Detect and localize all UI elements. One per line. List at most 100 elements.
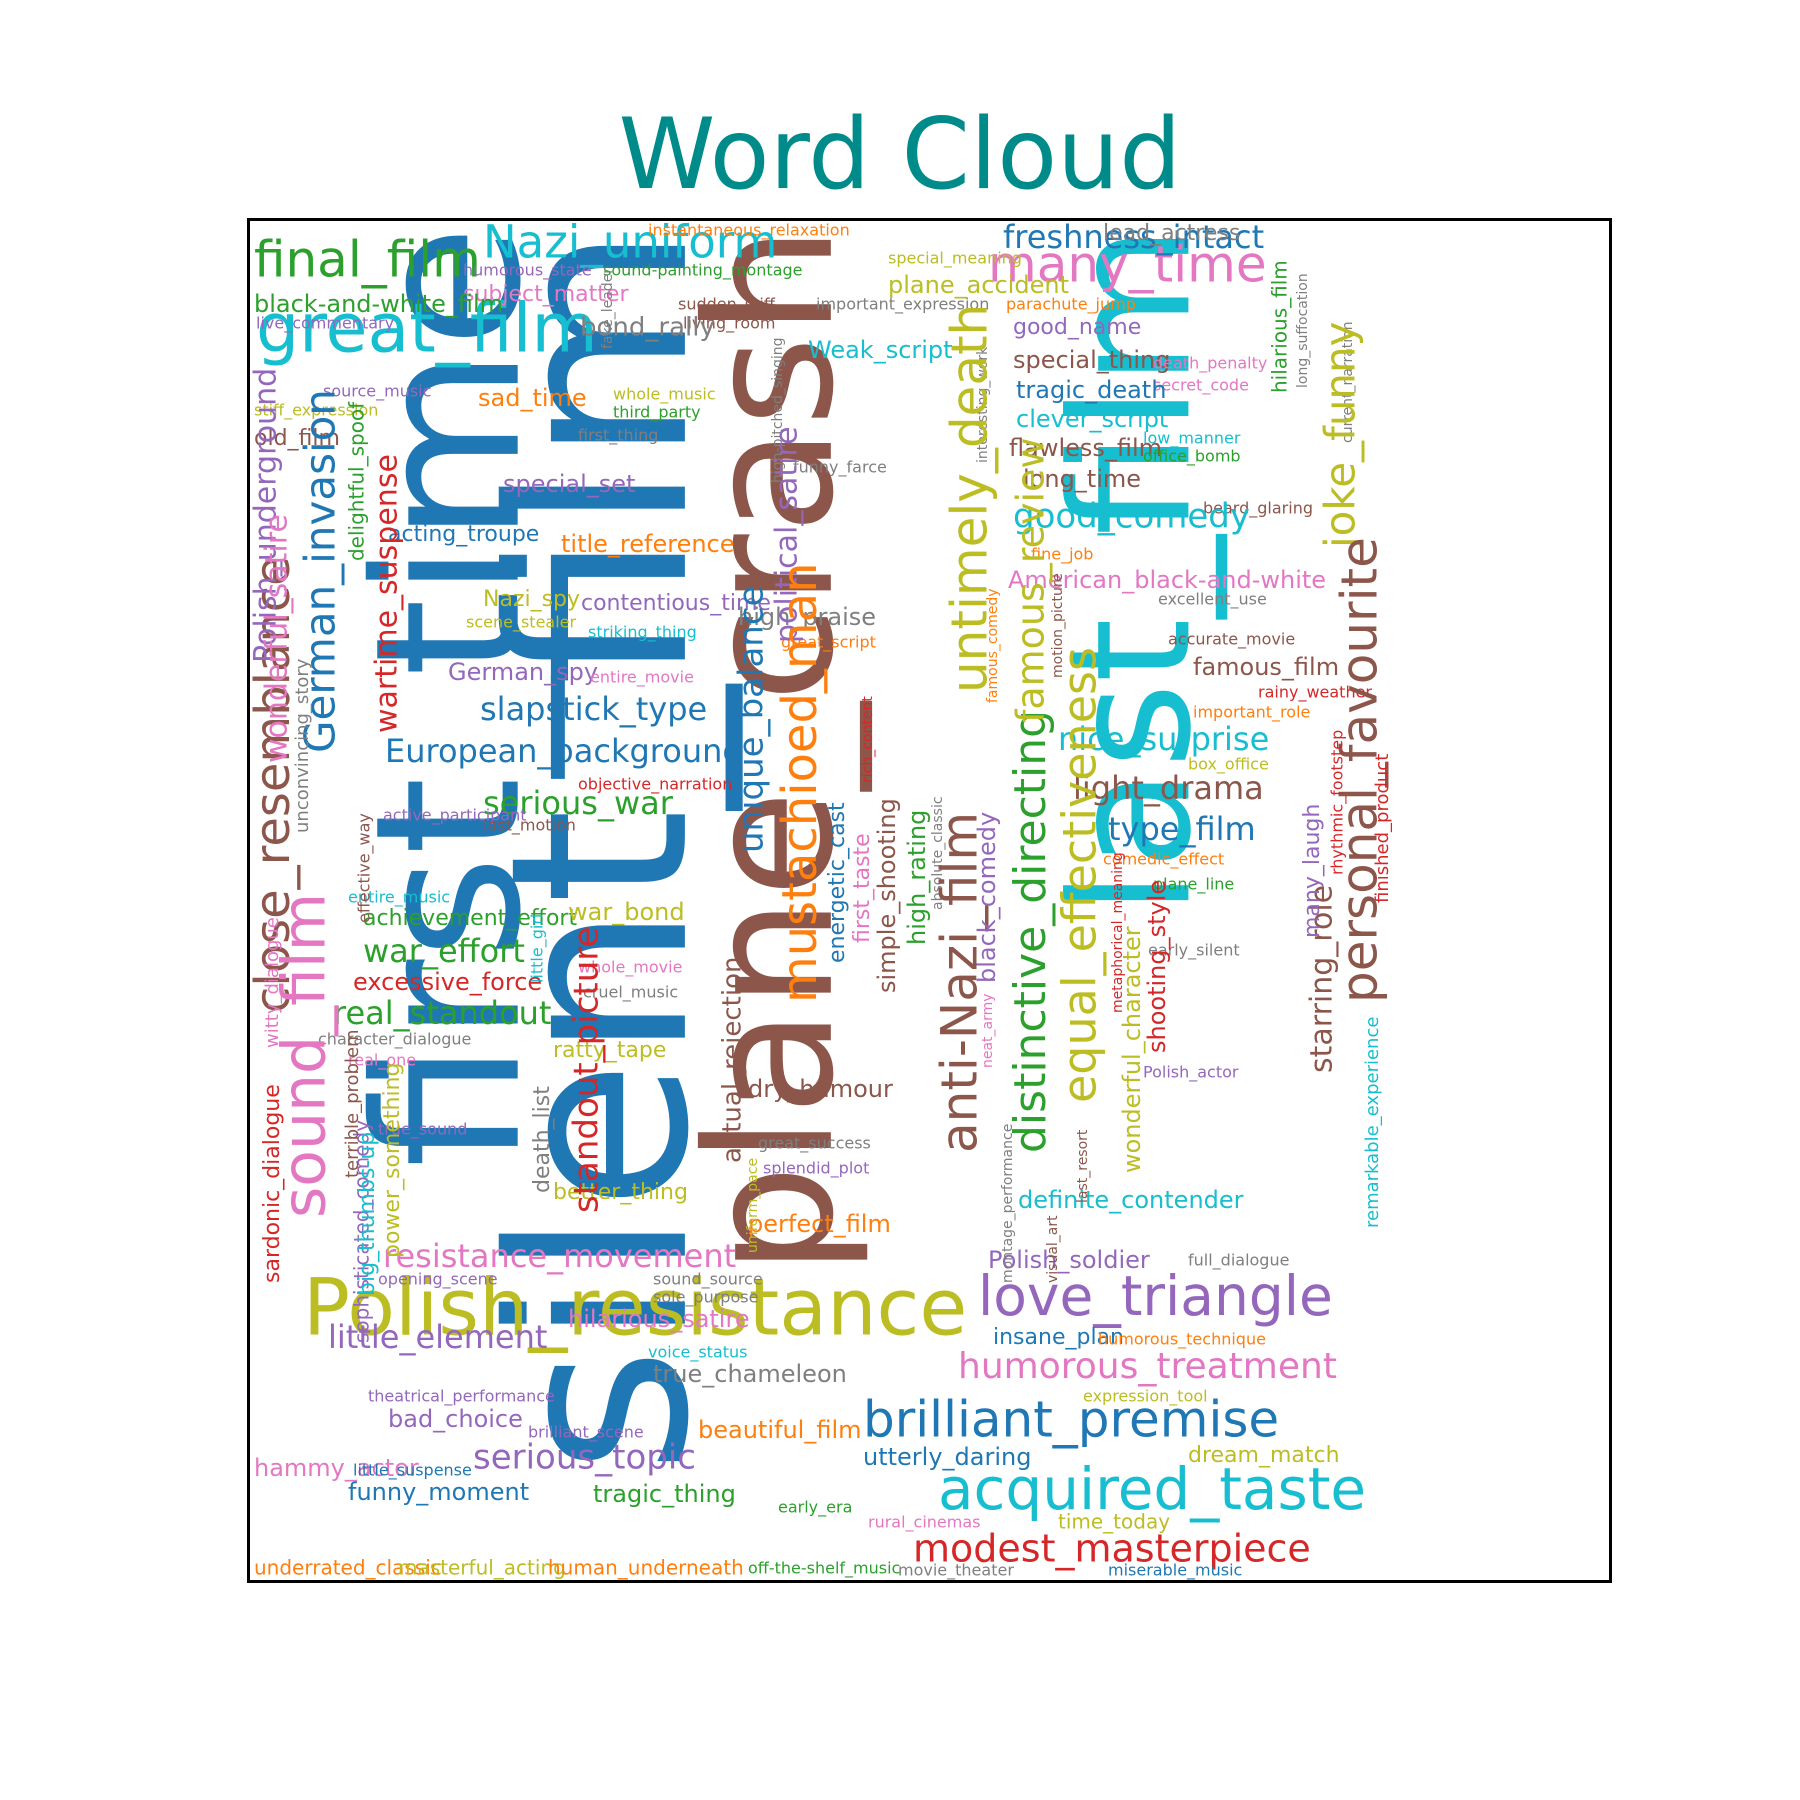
word-remarkable-experience: remarkable_experience [1362, 1017, 1383, 1228]
word-last-motion: last_motion [483, 816, 576, 836]
word-sad-time: sad_time [478, 384, 587, 412]
word-opening-scene: opening_scene [378, 1270, 498, 1290]
word-special-thing: special_thing [1013, 346, 1170, 374]
word-off-the-shelf-music: off-the-shelf_music [748, 1559, 900, 1579]
word-german-spy: German_spy [448, 658, 598, 686]
word-insane-plan: insane_plan [993, 1325, 1124, 1350]
word-tragic-death: tragic_death [1016, 376, 1166, 404]
word-early-silent: early_silent [1148, 941, 1240, 961]
word-polish-resistance: Polish_resistance [303, 1263, 967, 1353]
word-voice-status: voice_status [648, 1343, 748, 1363]
word-real-standout: real_standout [333, 994, 551, 1032]
word-energetic-cast: energetic_cast [825, 802, 850, 963]
word-witty-dialogue: witty_dialogue [262, 917, 283, 1048]
word-montage-performance: montage_performance [1000, 1124, 1016, 1283]
word-clever-script: clever_script [1016, 405, 1168, 433]
word-anti-nazi-film: anti-Nazi_film [931, 812, 989, 1153]
word-german-invasion: German_invasion [296, 389, 345, 753]
word-title-reference: title_reference [561, 530, 735, 558]
word-special-meaning: special_meaning [888, 249, 1022, 269]
word-dream-match: dream_match [1188, 1443, 1340, 1468]
word-joke-funny: joke_funny [1316, 321, 1365, 549]
word-instantaneous-relaxation: instantaneous_relaxation [648, 221, 850, 241]
word-freshness-intact: freshness_intact [1003, 221, 1264, 256]
word-light-drama: light_drama [1073, 769, 1264, 807]
word-acquired-taste: acquired_taste [938, 1455, 1366, 1523]
word-achievement-effort: achievement_effort [363, 906, 577, 931]
word-whole-music: whole_music [613, 385, 716, 405]
word-little-element: little_element [328, 1318, 547, 1356]
word-parachute-jump: parachute_jump [1006, 295, 1136, 315]
word-box-office: box_office [1188, 755, 1269, 775]
word-famous-comedy: famous_comedy [985, 588, 1001, 703]
word-mustachioed-man: mustachioed_man [772, 562, 828, 1003]
word-character-dialogue: character_dialogue [318, 1030, 471, 1050]
word-plane-accident: plane_accident [888, 271, 1069, 299]
word-political-satire: political_satire [770, 426, 805, 643]
word-serious-war: serious_war [483, 784, 674, 822]
word-special-set: special_set [503, 470, 635, 498]
word-high-praise: high_praise [738, 603, 876, 631]
word-unconvincing-story: unconvincing_story [292, 658, 313, 833]
word-hilarious-satire: hilarious_satire [568, 1305, 750, 1333]
word-resistance-movement: resistance_movement [383, 1237, 736, 1275]
word-unique-balance: unique_balance [732, 586, 772, 853]
word-high-pitched-singing: high-pitched_singing [770, 337, 786, 483]
word-first-thing: first_thing [578, 426, 658, 446]
word-long-time: long_time [1023, 465, 1141, 493]
word-plane-line: plane_line [1153, 875, 1234, 895]
word-underrated-classic: underrated_classic [254, 1556, 442, 1580]
word-humorous-treatment: humorous_treatment [958, 1346, 1337, 1387]
word-famous-review: famous_review [1009, 438, 1053, 723]
word-beard-glaring: beard_glaring [1203, 499, 1313, 519]
word-flawless-film: flawless_film [1009, 434, 1162, 462]
word-first-time: first_time [333, 225, 566, 1168]
word-first-taste: first_taste [850, 833, 875, 943]
word-secret-code: secret_code [1153, 376, 1249, 396]
word-big-thumbs-up: big_thumbs-up [355, 1132, 380, 1296]
word-death-list: death_list [530, 1086, 555, 1193]
word-theatrical-performance: theatrical_performance [368, 1387, 555, 1407]
word-active-participant: active_participant [383, 806, 527, 826]
word-little-suspense: little_suspense [353, 1461, 472, 1481]
word-sound-film: sound_film [270, 893, 340, 1218]
word-type-film: type_film [1108, 810, 1256, 848]
word-sole-purpose: sole_purpose [653, 1288, 758, 1308]
word-scene-stealer: scene_stealer [466, 613, 577, 633]
word-simple-shooting: simple_shooting [873, 798, 901, 993]
word-fake-leader: fake_leader [600, 268, 616, 349]
word-source-music: source_music [323, 382, 431, 402]
word-standout-picture: standout_picture [567, 927, 607, 1213]
word-miserable-music: miserable_music [1108, 1561, 1242, 1581]
word-power-something: power_something [380, 1063, 405, 1258]
word-splendid-plot: splendid_plot [763, 1159, 869, 1179]
word-rich-content: rich_content [860, 696, 876, 783]
word-untimely-death: untimely_death [941, 304, 999, 693]
word-subject-matter: subject_matter [463, 282, 629, 307]
word-war-bond: war_bond [568, 898, 685, 926]
word-office-bomb: office_bomb [1143, 447, 1241, 467]
word-polish-underground: Polish_underground [250, 368, 284, 663]
word-hilarious-film: hilarious_film [1268, 260, 1292, 393]
word-entire-music: entire_music [348, 888, 450, 908]
word-rural-cinemas: rural_cinemas [868, 1513, 981, 1533]
word-actual-rejection: actual_rejection [718, 957, 748, 1164]
word-final-film: final_film [254, 231, 481, 289]
word-contentious-time: contentious_time [581, 591, 771, 616]
word-plane-crash: plane_crash [670, 225, 873, 1276]
word-absolute-classic: absolute_classic [930, 796, 946, 910]
word-sophisticated-comedy: sophisticated_comedy [350, 1120, 374, 1343]
word-good-comedy: good_comedy [1013, 497, 1250, 537]
word-rainy-weather: rainy_weather [1258, 683, 1372, 703]
word-metaphorical-meaning: metaphorical_meaning [1110, 852, 1126, 1013]
word-brilliant-premise: brilliant_premise [863, 1391, 1279, 1449]
word-sound-painting-montage: sound-painting_montage [603, 261, 803, 281]
word-time-today: time_today [1058, 1510, 1170, 1534]
word-important-role: important_role [1193, 703, 1310, 723]
word-little-girl: little_girl [528, 914, 548, 983]
word-old-film: old_film [254, 426, 340, 451]
word-terrible-problem: terrible_problem [342, 1029, 363, 1178]
word-effective-way: effective_way [355, 813, 375, 923]
word-humorous-technique: humorous_technique [1098, 1330, 1266, 1350]
word-shooting-style: shooting_style [1143, 880, 1171, 1053]
